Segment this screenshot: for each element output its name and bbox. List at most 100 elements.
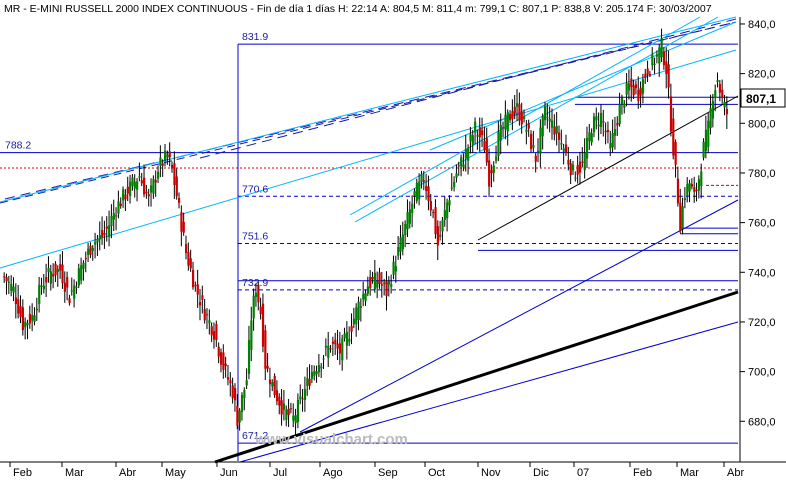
candle-up (33, 315, 36, 322)
candle-down (380, 284, 384, 286)
candle-up (697, 179, 701, 191)
candle-up (247, 339, 251, 374)
x-tick-label: Sep (378, 467, 398, 479)
candle-down (483, 141, 486, 151)
candle-up (609, 143, 612, 149)
major-trend (214, 290, 739, 464)
candle-up (271, 381, 274, 387)
candle-up (362, 293, 365, 300)
candle-up (47, 267, 50, 273)
candle-down (534, 155, 537, 162)
candle-up (320, 366, 323, 369)
y-tick-label: 820,0 (748, 69, 776, 81)
candle-up (133, 181, 136, 189)
candle-down (665, 61, 668, 75)
candle-down (637, 89, 640, 102)
candle-down (667, 64, 670, 88)
candle-up (152, 178, 155, 194)
candle-up (655, 54, 659, 57)
candle-up (352, 318, 356, 325)
candle-down (478, 127, 481, 138)
candle-down (89, 245, 92, 255)
candle-up (122, 189, 125, 201)
candle-down (175, 176, 178, 197)
candle-up (98, 235, 101, 240)
candle-up (588, 132, 591, 142)
candle-down (143, 177, 146, 195)
candle-down (436, 226, 439, 246)
candle-up (562, 148, 565, 152)
candle-up (296, 399, 300, 422)
candle-up (641, 79, 645, 94)
candle-down (203, 309, 206, 321)
cyan-trend (349, 16, 701, 216)
candle-down (634, 84, 638, 89)
candle-down (210, 326, 213, 336)
candle-up (506, 112, 509, 132)
candle-up (658, 47, 661, 64)
candle-up (348, 338, 351, 342)
watermark: www.visualchart.com (254, 431, 408, 448)
candle-down (268, 379, 272, 385)
candle-up (10, 283, 13, 291)
candle-down (289, 408, 293, 410)
candle-up (7, 281, 11, 283)
candle-down (422, 180, 425, 182)
candle-up (110, 215, 113, 226)
candle-down (481, 130, 484, 136)
candle-down (61, 264, 64, 284)
candle-down (84, 258, 87, 260)
candle-up (550, 120, 554, 128)
candle-up (651, 54, 654, 66)
candle-down (350, 325, 353, 332)
candle-up (590, 133, 593, 143)
candle-down (231, 385, 234, 399)
candle-down (331, 341, 335, 344)
candle-down (630, 78, 633, 87)
candle-up (359, 306, 363, 308)
x-axis: Feb Mar Abr May Jun Jul Ago Sep Oct Nov Dic 07 Feb Ma… (9, 462, 744, 479)
candle-down (576, 164, 579, 175)
candle-down (198, 302, 202, 306)
candle-up (194, 285, 197, 287)
candle-up (357, 301, 360, 321)
candle-up (467, 148, 470, 161)
candle-up (560, 143, 563, 145)
candle-up (541, 116, 544, 137)
x-tick-label: Feb (633, 467, 652, 479)
cyan-trend (354, 16, 719, 223)
y-axis: 680,0 700,0 720,0 740,0 760,0 780,0 800,0 820,0… (740, 19, 776, 428)
candle-down (490, 169, 493, 174)
candle-down (679, 202, 682, 231)
candle-up (504, 114, 507, 130)
candle-up (250, 320, 253, 350)
candle-down (672, 118, 675, 156)
candle-down (224, 363, 227, 367)
candle-up (544, 106, 547, 121)
candle-up (75, 286, 78, 288)
candle-down (21, 307, 25, 331)
annotations: 831.9 788.2 770.6 751.6 732.9 671.2 (5, 31, 268, 442)
candle-down (616, 122, 619, 126)
candle-up (555, 126, 558, 134)
candle-down (308, 379, 311, 386)
candle-down (275, 390, 279, 402)
candle-down (126, 186, 129, 194)
candle-up (469, 134, 472, 142)
candle-up (238, 410, 241, 423)
candle-down (178, 198, 181, 203)
candle-down (693, 187, 696, 192)
x-tick-label: Abr (119, 467, 136, 479)
candle-up (420, 174, 423, 183)
candle-up (390, 284, 393, 287)
candle-up (539, 127, 542, 154)
candle-up (40, 285, 43, 287)
candle-up (42, 285, 45, 290)
y-tick-label: 780,0 (748, 168, 776, 180)
y-tick-label: 840,0 (748, 19, 776, 31)
candle-down (639, 87, 642, 96)
candle-up (292, 415, 295, 421)
candle-down (219, 352, 223, 365)
y-tick-label: 740,0 (748, 267, 776, 279)
y-tick-label: 720,0 (748, 317, 776, 329)
